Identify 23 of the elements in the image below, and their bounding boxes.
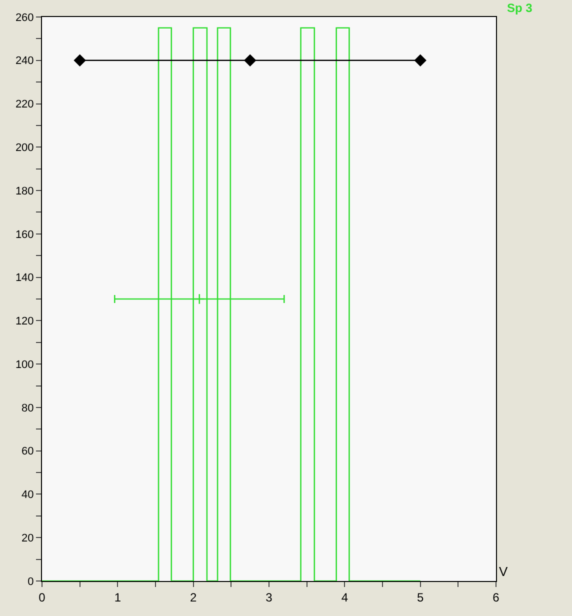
text: Sp 3 [507, 1, 533, 15]
x-tick-label: 2 [190, 590, 197, 604]
y-tick-label: 100 [15, 358, 34, 371]
y-tick-label: 20 [22, 532, 34, 544]
x-axis-title: V [499, 564, 508, 579]
x-tick-label: 5 [416, 590, 424, 604]
x-tick-label: 4 [341, 590, 348, 604]
y-tick-label: 240 [15, 55, 34, 68]
y-tick-label: 40 [22, 489, 34, 502]
y-tick-label: 260 [15, 12, 34, 24]
x-tick-label: 3 [266, 590, 273, 604]
y-tick-label: 160 [15, 228, 34, 241]
y-tick-label: 0 [28, 576, 34, 588]
y-tick-label: 220 [15, 98, 34, 111]
y-tick-label: 180 [15, 185, 34, 198]
x-tick-label: 0 [38, 590, 46, 604]
y-tick-label: 80 [22, 402, 34, 414]
x-tick-label: 6 [492, 590, 500, 604]
x-tick-label: 1 [114, 590, 122, 604]
y-tick-label: 200 [15, 142, 34, 154]
y-tick-label: 120 [15, 316, 34, 328]
y-tick-label: 60 [22, 446, 34, 458]
y-tick-label: 140 [15, 272, 34, 284]
